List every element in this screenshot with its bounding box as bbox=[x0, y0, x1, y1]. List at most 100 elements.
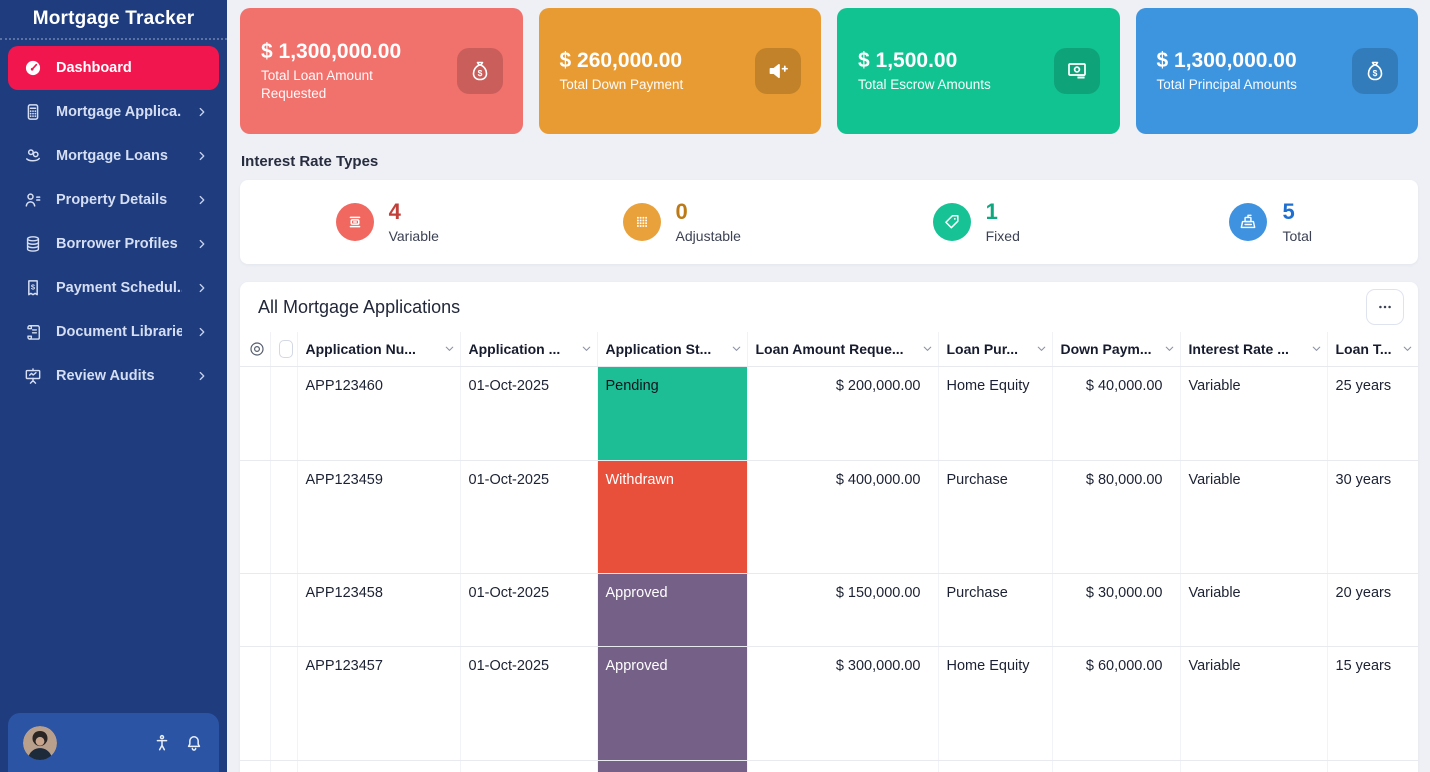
rate-type-text: 5 Total bbox=[1282, 198, 1312, 244]
loan-term-cell bbox=[1327, 760, 1418, 772]
application-number-cell: APP123457 bbox=[297, 646, 461, 761]
column-header-loan-pur[interactable]: Loan Pur... bbox=[938, 332, 1053, 367]
stat-card-value: $ 1,500.00 bbox=[858, 48, 958, 72]
rate-type-label: Variable bbox=[388, 227, 439, 244]
calculator-icon bbox=[23, 102, 43, 122]
stat-card-total-down-payment: $ 260,000.00 Total Down Payment bbox=[538, 8, 821, 134]
money-bag-icon: $ bbox=[1352, 48, 1398, 94]
sidebar-item-label: Dashboard bbox=[56, 60, 132, 76]
sidebar-item-property-details[interactable]: Property Details bbox=[8, 178, 219, 222]
column-header-label: Application Nu... bbox=[305, 340, 416, 357]
column-header-label: Application ... bbox=[468, 340, 561, 357]
stat-card-text: $ 260,000.00 Total Down Payment bbox=[560, 49, 684, 94]
svg-text:$: $ bbox=[1373, 68, 1378, 78]
avatar[interactable] bbox=[23, 725, 57, 760]
tag-icon bbox=[932, 203, 971, 241]
main-content: $ 1,300,000.00 Total Loan Amount Request… bbox=[227, 0, 1430, 772]
column-header-application[interactable]: Application ... bbox=[460, 332, 598, 367]
applications-table-card: All Mortgage Applications Applica bbox=[240, 282, 1418, 772]
chevron-right-icon bbox=[195, 193, 209, 207]
application-status-cell: Approved bbox=[597, 646, 748, 761]
table-row[interactable]: APP123459 01-Oct-2025 Withdrawn $ 400,00… bbox=[240, 460, 1418, 574]
focus-cell bbox=[240, 646, 271, 761]
application-number-cell: APP123460 bbox=[297, 366, 461, 461]
chevron-right-icon bbox=[195, 325, 209, 339]
application-number-cell: APP123459 bbox=[297, 460, 461, 574]
megaphone-icon bbox=[755, 48, 801, 94]
stat-cards-row: $ 1,300,000.00 Total Loan Amount Request… bbox=[240, 8, 1418, 134]
sidebar-item-document-libraries[interactable]: Document Libraries bbox=[8, 310, 219, 354]
sidebar: Mortgage Tracker Dashboard Mortgage Appl… bbox=[0, 0, 227, 772]
select-all-header bbox=[270, 332, 298, 367]
loan-amount-cell: $ 150,000.00 bbox=[747, 573, 939, 647]
focus-column-header bbox=[240, 332, 271, 367]
bell-icon[interactable] bbox=[184, 733, 204, 753]
sidebar-item-payment-schedul[interactable]: $ Payment Schedul... bbox=[8, 266, 219, 310]
select-cell bbox=[270, 760, 298, 772]
rate-type-label: Fixed bbox=[985, 227, 1020, 244]
column-header-interest-rate[interactable]: Interest Rate ... bbox=[1180, 332, 1328, 367]
stat-card-text: $ 1,300,000.00 Total Principal Amounts bbox=[1157, 49, 1297, 94]
sidebar-item-review-audits[interactable]: Review Audits bbox=[8, 354, 219, 398]
table-row[interactable]: APP123457 01-Oct-2025 Approved $ 300,000… bbox=[240, 646, 1418, 761]
table-row[interactable]: APP123458 01-Oct-2025 Approved $ 150,000… bbox=[240, 573, 1418, 647]
loan-term-cell: 15 years bbox=[1327, 646, 1418, 761]
rate-type-label: Adjustable bbox=[675, 227, 741, 244]
chevron-down-icon[interactable] bbox=[443, 342, 456, 355]
sidebar-item-mortgage-loans[interactable]: Mortgage Loans bbox=[8, 134, 219, 178]
application-number-cell: APP123458 bbox=[297, 573, 461, 647]
sidebar-item-label: Borrower Profiles bbox=[56, 236, 178, 252]
rate-type-variable: 4 Variable bbox=[240, 200, 535, 244]
chevron-down-icon[interactable] bbox=[580, 342, 593, 355]
chevron-down-icon[interactable] bbox=[1401, 342, 1414, 355]
rate-type-count: 5 bbox=[1282, 198, 1295, 224]
sidebar-item-label: Property Details bbox=[56, 192, 168, 208]
select-all-checkbox[interactable] bbox=[278, 339, 293, 358]
application-number-cell bbox=[297, 760, 461, 772]
loan-term-cell: 20 years bbox=[1327, 573, 1418, 647]
rate-type-count: 1 bbox=[985, 198, 998, 224]
svg-text:$: $ bbox=[477, 68, 482, 78]
rate-type-fixed: 1 Fixed bbox=[829, 198, 1124, 244]
rate-type-text: 4 Variable bbox=[388, 200, 439, 244]
focus-cell bbox=[240, 460, 271, 574]
focus-cell bbox=[240, 573, 271, 647]
loan-purpose-cell: Purchase bbox=[938, 573, 1053, 647]
column-header-down-paym[interactable]: Down Paym... bbox=[1052, 332, 1181, 367]
sidebar-bottom-panel bbox=[8, 713, 219, 772]
column-header-application-nu[interactable]: Application Nu... bbox=[297, 332, 461, 367]
chevron-right-icon bbox=[195, 105, 209, 119]
scroll-icon bbox=[23, 322, 43, 342]
application-date-cell: 01-Oct-2025 bbox=[460, 366, 598, 461]
table-menu-button[interactable] bbox=[1366, 289, 1404, 325]
application-status-cell bbox=[597, 760, 748, 772]
application-date-cell: 01-Oct-2025 bbox=[460, 646, 598, 761]
column-header-loan-t[interactable]: Loan T... bbox=[1327, 332, 1418, 367]
column-header-application-st[interactable]: Application St... bbox=[597, 332, 748, 367]
focus-cell bbox=[240, 366, 271, 461]
chevron-down-icon[interactable] bbox=[921, 342, 934, 355]
sidebar-item-mortgage-applica[interactable]: Mortgage Applica... bbox=[8, 90, 219, 134]
down-payment-cell: $ 30,000.00 bbox=[1052, 573, 1181, 647]
rate-type-text: 1 Fixed bbox=[985, 198, 1020, 244]
loan-amount-cell bbox=[747, 760, 939, 772]
table-row[interactable] bbox=[240, 760, 1418, 772]
sidebar-item-label: Mortgage Loans bbox=[56, 148, 168, 164]
chevron-down-icon[interactable] bbox=[730, 342, 743, 355]
chevron-down-icon[interactable] bbox=[1035, 342, 1048, 355]
sidebar-item-borrower-profiles[interactable]: Borrower Profiles bbox=[8, 222, 219, 266]
column-header-loan-amount-reque[interactable]: Loan Amount Reque... bbox=[747, 332, 939, 367]
table-row[interactable]: APP123460 01-Oct-2025 Pending $ 200,000.… bbox=[240, 366, 1418, 461]
interest-rate-cell: Variable bbox=[1180, 646, 1328, 761]
coins-stack-icon bbox=[23, 234, 43, 254]
sidebar-nav: Dashboard Mortgage Applica... Mortgage L… bbox=[0, 40, 227, 713]
chevron-down-icon[interactable] bbox=[1310, 342, 1323, 355]
chevron-down-icon[interactable] bbox=[1163, 342, 1176, 355]
sidebar-item-dashboard[interactable]: Dashboard bbox=[8, 46, 219, 90]
id-card-icon bbox=[335, 203, 374, 241]
stat-card-text: $ 1,500.00 Total Escrow Amounts bbox=[858, 49, 991, 94]
application-date-cell bbox=[460, 760, 598, 772]
keypad-icon bbox=[622, 203, 661, 241]
column-header-label: Application St... bbox=[605, 340, 712, 357]
accessibility-icon[interactable] bbox=[152, 733, 172, 753]
